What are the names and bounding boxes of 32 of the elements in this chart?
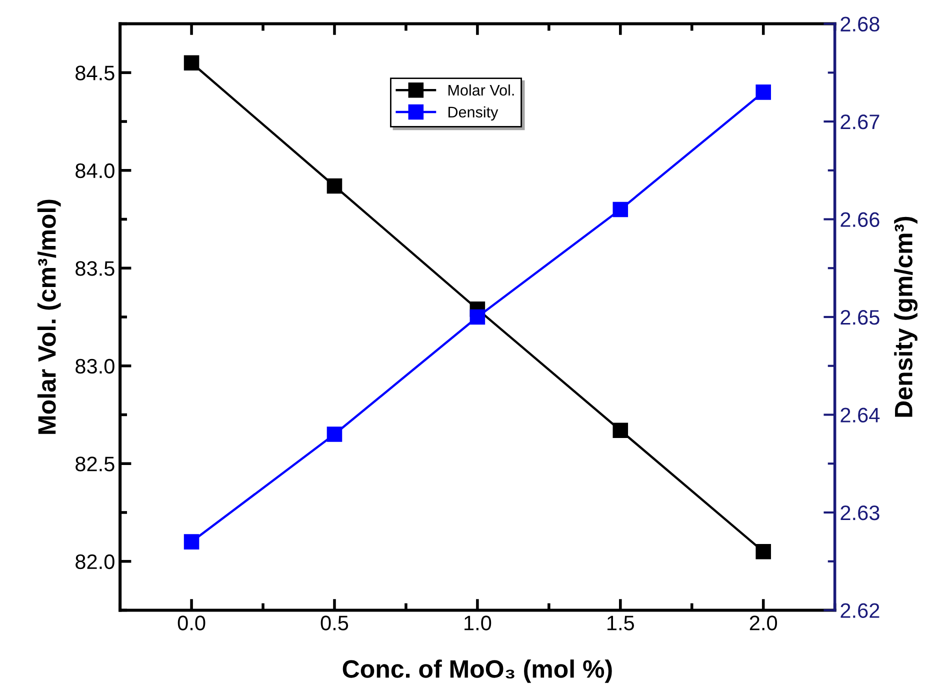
- point: [470, 309, 486, 325]
- y-tick-label: 83.5: [76, 261, 114, 276]
- x-tick-label: 0.5: [320, 616, 348, 630]
- y-tick-label: 84.5: [76, 66, 114, 80]
- y2-tick-label: 2.66: [840, 212, 880, 228]
- legend-label: Density: [448, 106, 498, 121]
- y-tick-label: 83.0: [76, 358, 114, 374]
- x-tick-label: 1.0: [464, 616, 492, 630]
- point: [612, 202, 628, 218]
- point: [326, 178, 342, 194]
- y-tick-label: 82.0: [76, 554, 114, 570]
- y-axis-title: Molar Vol. (cm³/mol): [37, 200, 61, 434]
- y2-tick-label: 2.65: [840, 310, 880, 325]
- point: [184, 534, 200, 550]
- x-axis-title: Conc. of MoO₃ (mol %): [342, 660, 612, 683]
- y2-axis-title: Density (gm/cm³): [894, 216, 918, 417]
- y2-tick-label: 2.67: [840, 114, 880, 130]
- x-tick-label: 2.0: [750, 616, 778, 630]
- y2-tick-label: 2.63: [840, 505, 880, 520]
- point: [612, 422, 628, 438]
- x-tick-label: 1.5: [608, 616, 634, 630]
- point: [756, 544, 771, 560]
- y-tick-label: 82.5: [76, 456, 114, 472]
- point: [184, 55, 200, 71]
- y2-tick-label: 2.62: [840, 603, 880, 618]
- y-tick-label: 84.0: [76, 163, 114, 178]
- y2-tick-label: 2.64: [840, 408, 880, 422]
- point: [326, 426, 342, 442]
- x-tick-label: 0.0: [178, 616, 206, 630]
- point: [756, 84, 771, 100]
- legend-label: Molar Vol.: [448, 84, 514, 96]
- y2-tick-label: 2.68: [840, 16, 880, 32]
